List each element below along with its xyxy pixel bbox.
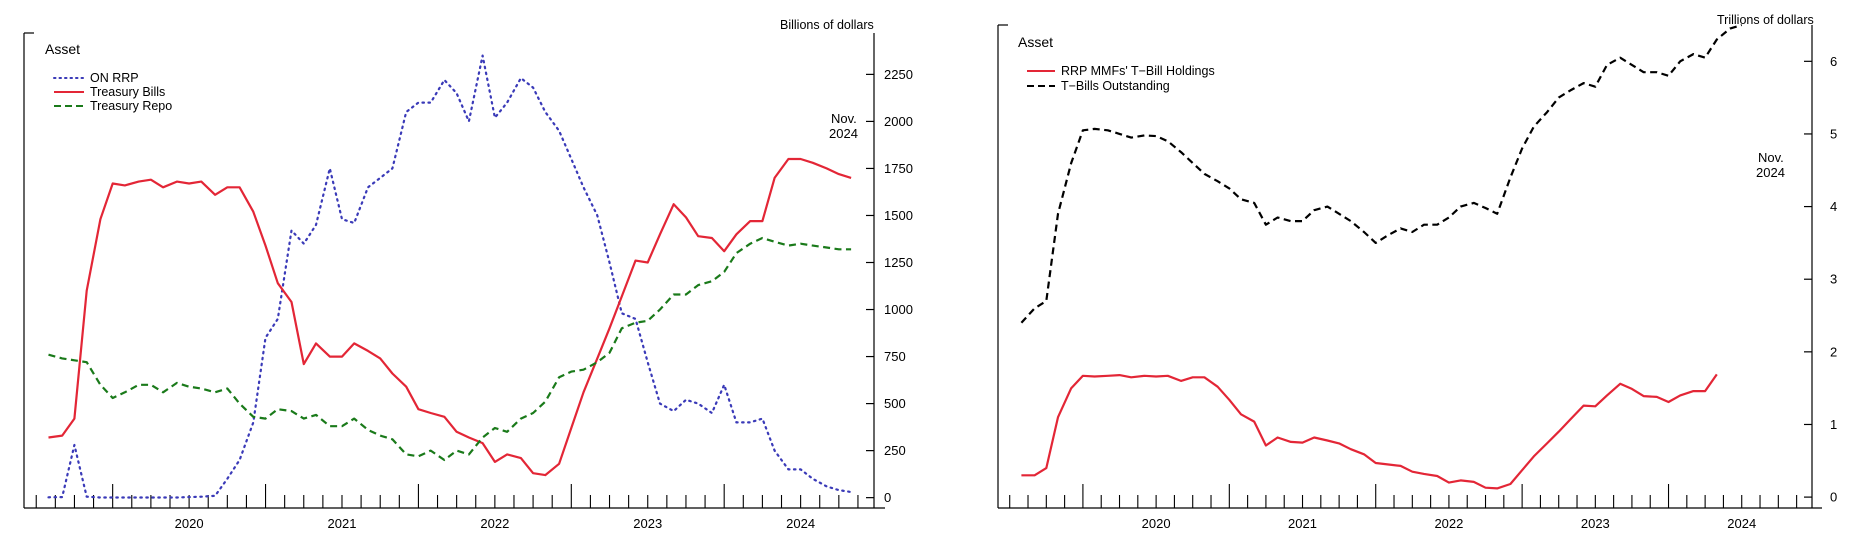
panel-2-unit-label: Trillions of dollars: [1717, 13, 1814, 27]
y-tick-label: 500: [884, 396, 906, 411]
legend-label-t-bills-outstanding: T−Bills Outstanding: [1061, 79, 1170, 93]
panel-1-unit-label: Billions of dollars: [780, 18, 874, 32]
panel-1-legend: ON RRP Treasury Bills Treasury Repo: [53, 71, 172, 113]
y-tick-label: 1750: [884, 161, 913, 176]
series-line-on-rrp: [47, 54, 853, 499]
series-line-t-bills-outstanding: [1020, 23, 1743, 324]
panel-2-asset-label: Asset: [1018, 34, 1053, 50]
x-year-label: 2021: [328, 516, 357, 531]
x-year-label: 2024: [786, 516, 815, 531]
panel-2: Trillions of dollars Asset Nov. 2024 RRP…: [997, 13, 1837, 531]
panel-2-series: [1020, 23, 1743, 490]
panel-1-asset-label: Asset: [45, 41, 80, 57]
y-tick-label: 2000: [884, 114, 913, 129]
y-tick-label: 0: [884, 490, 891, 505]
y-tick-label: 0: [1830, 490, 1837, 505]
y-tick-label: 250: [884, 443, 906, 458]
y-tick-label: 4: [1830, 199, 1837, 214]
y-tick-label: 6: [1830, 54, 1837, 69]
y-tick-label: 1250: [884, 255, 913, 270]
series-line-rrp-mmfs-t-bill-holdings: [1021, 373, 1718, 490]
panel-1-y-ticks: 0 250 500 750 1000 1250 1500 1750 2000 2250: [866, 67, 913, 505]
y-tick-label: 1000: [884, 302, 913, 317]
y-tick-label: 3: [1830, 272, 1837, 287]
x-year-label: 2020: [175, 516, 204, 531]
x-year-label: 2023: [633, 516, 662, 531]
legend-label-rrp-mmfs-holdings: RRP MMFs' T−Bill Holdings: [1061, 64, 1215, 78]
panel-1-x-ticks: 2020 2021 2022 2023 2024: [35, 484, 859, 531]
panel-2-annotation-month: Nov.: [1758, 150, 1784, 165]
x-year-label: 2023: [1581, 516, 1610, 531]
y-tick-label: 2: [1830, 344, 1837, 359]
y-tick-label: 750: [884, 349, 906, 364]
panel-2-x-ticks: 2020 2021 2022 2023 2024: [1009, 484, 1798, 531]
y-tick-label: 5: [1830, 126, 1837, 141]
legend-label-treasury-bills: Treasury Bills: [90, 85, 165, 99]
legend-label-treasury-repo: Treasury Repo: [90, 99, 172, 113]
panel-1-series: [47, 54, 853, 499]
panel-2-legend: RRP MMFs' T−Bill Holdings T−Bills Outsta…: [1027, 64, 1215, 93]
x-year-label: 2021: [1288, 516, 1317, 531]
panel-1-annotation-month: Nov.: [831, 111, 857, 126]
panel-2-annotation-year: 2024: [1756, 165, 1785, 180]
series-line-treasury-bills: [48, 157, 852, 477]
legend-label-on-rrp: ON RRP: [90, 71, 139, 85]
y-tick-label: 1500: [884, 208, 913, 223]
panel-2-y-ticks: 0 1 2 3 4 5 6: [1804, 54, 1837, 505]
y-tick-label: 2250: [884, 67, 913, 82]
x-year-label: 2024: [1727, 516, 1756, 531]
panel-1-annotation-year: 2024: [829, 126, 858, 141]
panel-1: Billions of dollars Asset Nov. 2024 ON R…: [23, 18, 913, 531]
x-year-label: 2020: [1142, 516, 1171, 531]
series-line-treasury-repo: [48, 236, 852, 462]
x-year-label: 2022: [1434, 516, 1463, 531]
y-tick-label: 1: [1830, 417, 1837, 432]
x-year-label: 2022: [480, 516, 509, 531]
